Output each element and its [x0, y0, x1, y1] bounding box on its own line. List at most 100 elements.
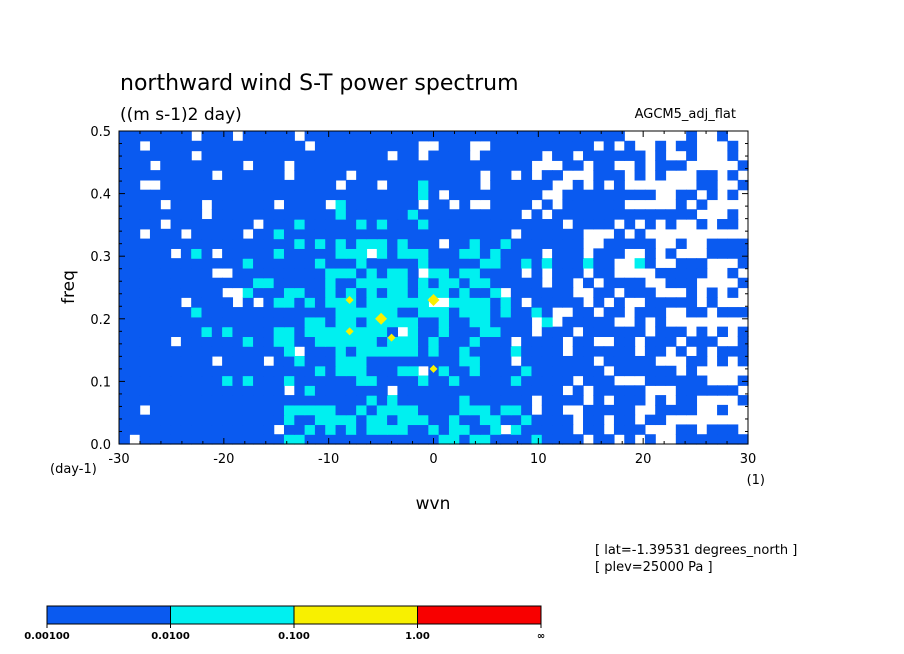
field-cell — [180, 277, 192, 289]
field-cell — [387, 404, 399, 416]
field-cell — [541, 238, 553, 249]
field-cell — [655, 170, 667, 181]
field-cell — [191, 189, 203, 201]
field-cell — [541, 297, 553, 308]
field-cell — [428, 326, 440, 338]
field-cell — [191, 219, 203, 230]
field-cell — [490, 346, 502, 357]
chart-subtitle: ((m s-1)2 day) — [120, 105, 242, 125]
field-cell — [469, 434, 481, 445]
field-cell — [572, 228, 584, 240]
field-cell — [366, 238, 378, 249]
field-cell — [727, 424, 739, 435]
field-cell — [624, 385, 636, 396]
field-cell — [675, 375, 687, 386]
field-cell — [139, 277, 151, 289]
field-cell — [129, 140, 141, 152]
field-cell — [191, 199, 203, 210]
field-cell — [397, 395, 409, 406]
field-cell — [541, 199, 553, 210]
field-cell — [356, 199, 368, 210]
field-cell — [531, 287, 543, 298]
field-cell — [129, 150, 141, 161]
field-cell — [500, 140, 512, 152]
field-cell — [387, 209, 399, 220]
field-cell — [149, 228, 161, 240]
field-cell — [737, 336, 749, 347]
field-cell — [263, 414, 275, 426]
field-cell — [572, 434, 584, 445]
field-cell — [613, 414, 625, 426]
field-cell — [180, 365, 192, 377]
field-cell — [160, 228, 172, 240]
field-cell — [304, 179, 316, 191]
field-cell — [397, 297, 409, 308]
field-cell — [510, 316, 522, 328]
field-cell — [387, 424, 399, 435]
field-cell — [479, 336, 491, 347]
field-cell — [304, 228, 316, 240]
field-cell — [479, 385, 491, 396]
field-cell — [191, 326, 203, 338]
field-cell — [469, 238, 481, 249]
field-cell — [273, 287, 285, 298]
field-cell — [222, 248, 234, 259]
field-cell — [727, 434, 739, 445]
field-cell — [603, 199, 615, 210]
field-cell — [459, 219, 471, 230]
field-cell — [407, 307, 419, 318]
field-cell — [593, 316, 605, 328]
field-cell — [325, 375, 337, 386]
field-cell — [541, 414, 553, 426]
field-cell — [521, 219, 533, 230]
field-cell — [129, 179, 141, 191]
field-cell — [139, 238, 151, 249]
field-cell — [438, 287, 450, 298]
field-cell — [521, 307, 533, 318]
field-cell — [531, 336, 543, 347]
field-cell — [119, 307, 130, 318]
field-cell — [717, 131, 728, 142]
field-cell — [521, 326, 533, 338]
field-cell — [459, 199, 471, 210]
field-cell — [469, 404, 481, 416]
field-cell — [727, 150, 739, 161]
field-cell — [170, 238, 182, 249]
field-cell — [356, 131, 368, 142]
field-cell — [459, 140, 471, 152]
field-cell — [170, 199, 182, 210]
field-cell — [407, 219, 419, 230]
field-cell — [160, 355, 172, 367]
field-cell — [510, 277, 522, 289]
field-cell — [387, 140, 399, 152]
field-cell — [294, 209, 306, 220]
field-cell — [624, 404, 636, 416]
field-cell — [314, 238, 326, 249]
field-cell — [160, 346, 172, 357]
field-cell — [469, 297, 481, 308]
field-cell — [304, 365, 316, 377]
field-cell — [448, 434, 460, 445]
field-cell — [232, 179, 244, 191]
field-cell — [469, 355, 481, 367]
field-cell — [325, 385, 337, 396]
field-cell — [263, 277, 275, 289]
field-cell — [376, 355, 388, 367]
field-cell — [119, 189, 130, 201]
field-cell — [119, 209, 130, 220]
field-cell — [459, 395, 471, 406]
field-cell — [304, 238, 316, 249]
field-cell — [139, 424, 151, 435]
field-cell — [263, 424, 275, 435]
field-cell — [438, 307, 450, 318]
field-cell — [129, 297, 141, 308]
field-cell — [376, 219, 388, 230]
field-cell — [490, 307, 502, 318]
field-cell — [397, 346, 409, 357]
field-cell — [273, 434, 285, 445]
field-cell — [531, 140, 543, 152]
field-cell — [541, 326, 553, 338]
field-cell — [232, 277, 244, 289]
field-cell — [273, 375, 285, 386]
field-cell — [583, 404, 594, 416]
